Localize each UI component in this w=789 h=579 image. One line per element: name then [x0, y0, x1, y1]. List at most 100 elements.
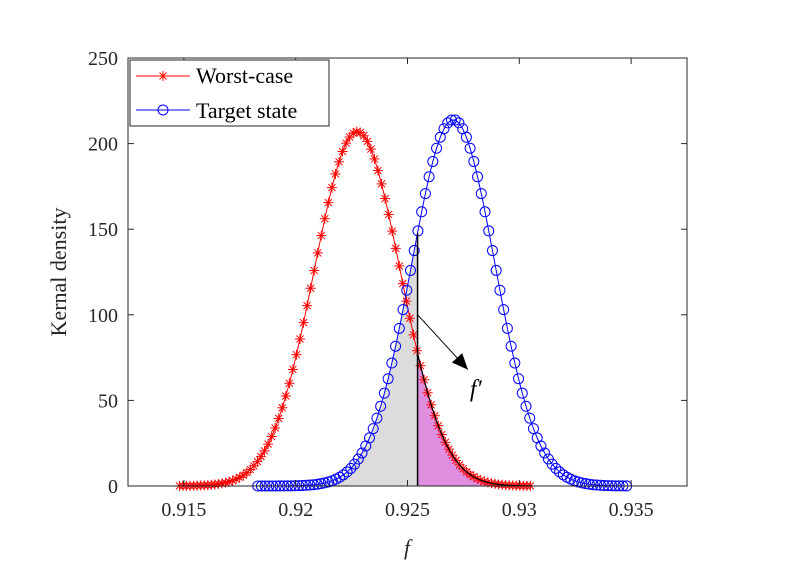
data-point-target-state	[598, 479, 610, 491]
data-point-target-state	[486, 245, 498, 257]
data-point-worst-case	[401, 296, 412, 307]
data-point-target-state	[539, 447, 551, 459]
data-point-target-state	[419, 188, 431, 200]
data-point-target-state	[300, 479, 312, 491]
data-point-worst-case	[408, 329, 419, 340]
x-axis-label: f	[404, 535, 413, 560]
data-point-worst-case	[270, 422, 281, 433]
data-point-worst-case	[326, 182, 337, 193]
y-tick-label: 100	[88, 305, 118, 327]
data-point-target-state	[468, 155, 480, 167]
data-point-target-state	[352, 453, 364, 465]
legend-marker-worst-case	[158, 71, 168, 81]
y-tick-label: 200	[88, 134, 118, 156]
data-point-target-state	[308, 479, 320, 491]
legend-marker-shape	[158, 71, 168, 81]
x-tick-label: 0.925	[385, 499, 430, 521]
data-point-worst-case	[362, 136, 373, 147]
data-point-worst-case	[291, 349, 302, 360]
data-point-target-state	[382, 373, 394, 385]
data-point-target-state	[513, 373, 525, 385]
data-point-target-state	[580, 478, 592, 490]
data-point-target-state	[408, 245, 420, 257]
data-point-target-state	[371, 412, 383, 424]
data-point-target-state	[460, 131, 472, 143]
data-point-worst-case	[365, 144, 376, 155]
data-point-target-state	[587, 479, 599, 491]
data-point-worst-case	[277, 402, 288, 413]
data-point-target-state	[315, 478, 327, 490]
x-tick-label: 0.915	[161, 499, 206, 521]
data-point-target-state	[401, 284, 413, 296]
data-point-target-state	[438, 123, 450, 135]
data-point-target-state	[505, 340, 517, 352]
data-point-worst-case	[404, 313, 415, 324]
data-point-target-state	[445, 114, 457, 126]
series-markers-worst-case	[174, 126, 536, 491]
data-point-target-state	[397, 304, 409, 316]
data-point-target-state	[453, 117, 465, 129]
data-point-target-state	[341, 466, 353, 478]
data-point-target-state	[390, 340, 402, 352]
data-point-target-state	[427, 155, 439, 167]
data-point-target-state	[479, 206, 491, 218]
data-point-target-state	[516, 387, 528, 399]
data-point-target-state	[483, 225, 495, 237]
data-point-target-state	[490, 264, 502, 276]
data-point-target-state	[591, 479, 603, 491]
data-point-target-state	[375, 400, 387, 412]
y-tick-label: 150	[88, 219, 118, 241]
data-point-worst-case	[263, 439, 274, 450]
data-point-worst-case	[337, 146, 348, 157]
threshold-group	[416, 232, 531, 487]
data-point-target-state	[520, 400, 532, 412]
data-point-worst-case	[255, 451, 266, 462]
data-point-worst-case	[309, 265, 320, 276]
data-point-worst-case	[305, 283, 316, 294]
data-point-worst-case	[252, 456, 263, 467]
data-point-target-state	[501, 322, 513, 334]
data-point-worst-case	[273, 413, 284, 424]
data-point-worst-case	[287, 364, 298, 375]
data-point-target-state	[583, 478, 595, 490]
data-point-target-state	[345, 462, 357, 474]
annotation-label: f′	[470, 377, 483, 403]
y-tick-label: 50	[98, 390, 118, 412]
data-point-worst-case	[312, 247, 323, 258]
data-point-worst-case	[266, 431, 277, 442]
data-point-target-state	[363, 432, 375, 444]
data-point-worst-case	[394, 260, 405, 271]
legend-marker-shape	[157, 104, 169, 116]
threshold-annotation: f′	[417, 314, 483, 403]
data-point-worst-case	[380, 193, 391, 204]
data-point-target-state	[576, 477, 588, 489]
data-point-target-state	[554, 466, 566, 478]
data-point-target-state	[356, 447, 368, 459]
y-axis-label: Kernal density	[46, 208, 71, 337]
data-point-target-state	[472, 171, 484, 183]
data-point-target-state	[378, 387, 390, 399]
data-point-target-state	[524, 412, 536, 424]
data-point-worst-case	[383, 209, 394, 220]
y-tick-label: 250	[88, 48, 118, 70]
data-point-target-state	[367, 423, 379, 435]
data-point-target-state	[498, 304, 510, 316]
data-point-target-state	[464, 142, 476, 154]
legend: Worst-case Target state	[129, 59, 330, 127]
data-point-worst-case	[323, 197, 334, 208]
data-point-target-state	[475, 188, 487, 200]
data-point-worst-case	[358, 130, 369, 141]
x-tick-label: 0.93	[502, 499, 537, 521]
data-point-worst-case	[302, 300, 313, 311]
data-point-target-state	[416, 206, 428, 218]
data-point-worst-case	[238, 470, 249, 481]
data-point-target-state	[449, 114, 461, 126]
data-point-worst-case	[298, 317, 309, 328]
data-point-worst-case	[369, 153, 380, 164]
x-tick-label: 0.935	[609, 499, 654, 521]
data-point-target-state	[431, 142, 443, 154]
data-point-target-state	[404, 264, 416, 276]
data-point-worst-case	[387, 226, 398, 237]
data-point-target-state	[296, 479, 308, 491]
data-point-target-state	[337, 469, 349, 481]
